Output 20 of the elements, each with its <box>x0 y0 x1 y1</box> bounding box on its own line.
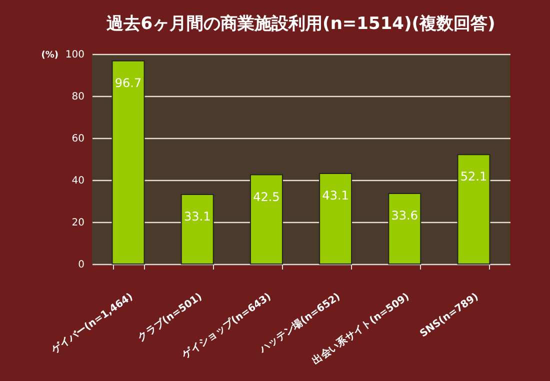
bar <box>457 154 490 264</box>
y-tick-label: 100 <box>65 50 84 60</box>
data-label: 42.5 <box>253 190 280 204</box>
data-label: 33.1 <box>184 209 211 224</box>
y-tick-label: 60 <box>72 134 84 144</box>
y-axis-title: (%) <box>41 50 58 60</box>
y-tick-label: 0 <box>78 260 84 270</box>
data-label: 33.6 <box>391 208 418 222</box>
chart-title: 過去6ヶ月間の商業施設利用(n=1514)(複数回答) <box>106 14 496 34</box>
y-tick-label: 80 <box>72 92 84 102</box>
data-label: 43.1 <box>322 188 349 202</box>
y-tick-label: 40 <box>72 176 84 186</box>
data-label: 52.1 <box>460 170 488 184</box>
bar <box>250 174 283 264</box>
data-label: 96.7 <box>114 76 142 90</box>
bar <box>180 194 214 264</box>
bar <box>388 192 422 264</box>
y-tick-label: 20 <box>72 218 84 228</box>
bar <box>112 60 145 264</box>
bar <box>319 172 352 264</box>
